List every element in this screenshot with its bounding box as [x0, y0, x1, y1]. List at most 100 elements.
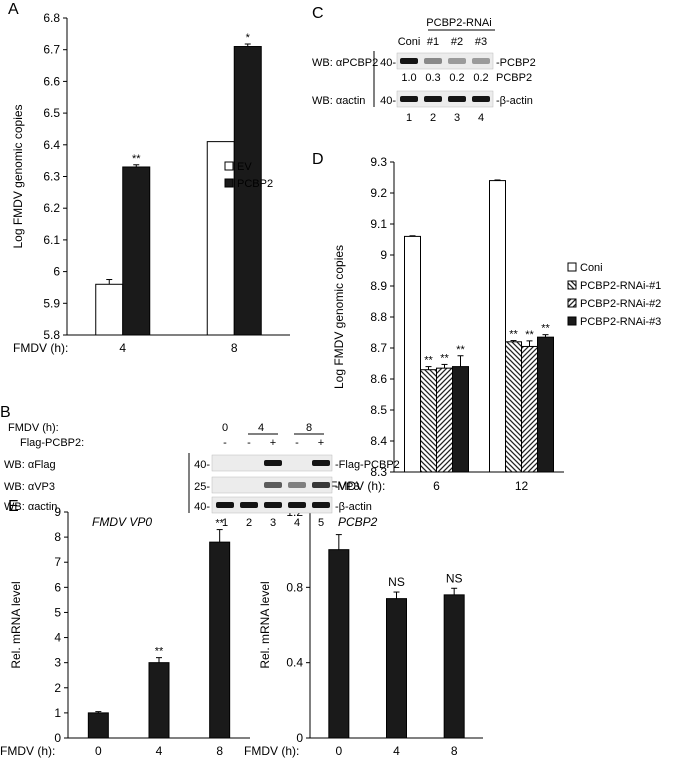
y-tick-label: 0: [296, 731, 303, 745]
y-tick-label: 0.4: [286, 656, 303, 670]
x-category-label: 4: [156, 744, 163, 758]
blot-band: [424, 96, 442, 102]
panel-label-d: D: [312, 151, 324, 168]
y-tick-label: 5.8: [43, 328, 60, 342]
lane-number: 3: [270, 517, 276, 529]
bar: [404, 235, 421, 473]
y-tick-label: 6.5: [43, 106, 60, 120]
y-tick-label: 6: [53, 265, 60, 279]
lane-number: 3: [454, 112, 460, 124]
blot-band: [240, 502, 258, 508]
blot-band: [216, 502, 234, 508]
significance-label: NS: [388, 575, 405, 589]
significance-star: **: [541, 323, 550, 335]
panel-label-c: C: [312, 5, 324, 22]
blot-band: [288, 502, 306, 508]
bar: [537, 336, 554, 473]
bar: [95, 283, 124, 336]
lane-number: 2: [430, 112, 436, 124]
significance-star: **: [424, 355, 433, 367]
x-category-label: 8: [451, 744, 458, 758]
significance-star: **: [440, 352, 449, 364]
blot-band: [472, 96, 490, 102]
panel-label-b: B: [0, 404, 11, 421]
blot-row-label: WB: αPCBP2: [312, 57, 378, 69]
panel-label-a: A: [8, 1, 19, 18]
y-axis-label: Log FMDV genomic copies: [11, 104, 25, 248]
x-category-label: 8: [231, 341, 238, 355]
band-label: -Flag-PCBP2: [335, 459, 400, 471]
y-tick-label: 2: [54, 681, 61, 695]
y-tick-label: 9: [380, 248, 387, 262]
quant-label: PCBP2: [496, 72, 532, 84]
legend-swatch: [567, 298, 577, 308]
flag-value: +: [318, 437, 324, 449]
x-category-label: 6: [433, 479, 440, 493]
blot-row-label: WB: αVP3: [4, 481, 55, 493]
band-label: -PCBP2: [496, 57, 536, 69]
time-value: 8: [306, 422, 312, 434]
y-tick-label: 8.5: [370, 403, 387, 417]
panel-label-e: E: [8, 498, 19, 515]
y-axis-label: Rel. mRNA level: [9, 581, 23, 668]
legend-label: PCBP2: [237, 178, 273, 190]
lane-number: 5: [318, 517, 324, 529]
flag-value: -: [223, 437, 227, 449]
y-tick-label: 9: [54, 505, 61, 519]
chart-e-fmdv-vp0: 0 1 2 3 4 5 6 7 8 9 Rel. mRNA level FMDV VP0 0 ** 4 ** 8…: [0, 505, 250, 758]
legend-swatch: [567, 280, 577, 290]
y-tick-label: 7: [54, 555, 61, 569]
legend-label: EV: [237, 161, 252, 173]
bar: [443, 594, 465, 739]
lane-number: 2: [246, 517, 252, 529]
lane-number: 1: [222, 517, 228, 529]
y-tick-label: 9.2: [370, 186, 387, 200]
y-axis-label: Log FMDV genomic copies: [332, 245, 346, 389]
blot-band: [400, 96, 418, 102]
y-tick-label: 8: [54, 530, 61, 544]
bar: [452, 366, 469, 473]
blot-row-label: WB: αactin: [4, 501, 57, 513]
x-axis-prefix: FMDV (h):: [244, 744, 299, 758]
time-label: FMDV (h):: [8, 422, 59, 434]
blot-row-label: WB: αactin: [312, 95, 365, 107]
x-category-label: 4: [119, 341, 126, 355]
bar: [328, 549, 350, 739]
bar: [122, 166, 151, 336]
blot-band: [448, 58, 466, 64]
bar: [209, 541, 231, 739]
blot-band: [400, 58, 418, 64]
blot-band: [288, 482, 306, 488]
y-tick-label: 8.8: [370, 310, 387, 324]
significance-star: **: [215, 518, 224, 530]
legend-swatch: [224, 178, 234, 188]
y-tick-label: 6.1: [43, 233, 60, 247]
legend-swatch: [224, 161, 234, 171]
bar: [521, 345, 538, 473]
bar: [87, 712, 109, 739]
legend-label: Coni: [580, 262, 603, 274]
blot-band: [472, 58, 490, 64]
y-tick-label: 6.2: [43, 201, 60, 215]
legend-swatch: [567, 262, 577, 272]
quant-value: 1.0: [401, 72, 416, 84]
lane-number: 1: [406, 112, 412, 124]
significance-star: **: [155, 646, 164, 658]
bar: [420, 369, 437, 473]
blot-band: [264, 482, 282, 488]
mw-marker: 40-: [380, 57, 396, 69]
quant-value: 0.2: [473, 72, 488, 84]
y-tick-label: 8.7: [370, 341, 387, 355]
mw-marker: 40-: [194, 501, 210, 513]
blot-band: [264, 502, 282, 508]
y-tick-label: 1: [54, 706, 61, 720]
x-category-label: 4: [393, 744, 400, 758]
blot-band: [312, 502, 330, 508]
x-category-label: 12: [515, 479, 529, 493]
significance-star: **: [132, 153, 141, 165]
lane-label: Coni: [398, 36, 421, 48]
y-axis-label: Rel. mRNA level: [258, 581, 272, 668]
blot-band: [424, 58, 442, 64]
y-tick-label: 0: [54, 731, 61, 745]
